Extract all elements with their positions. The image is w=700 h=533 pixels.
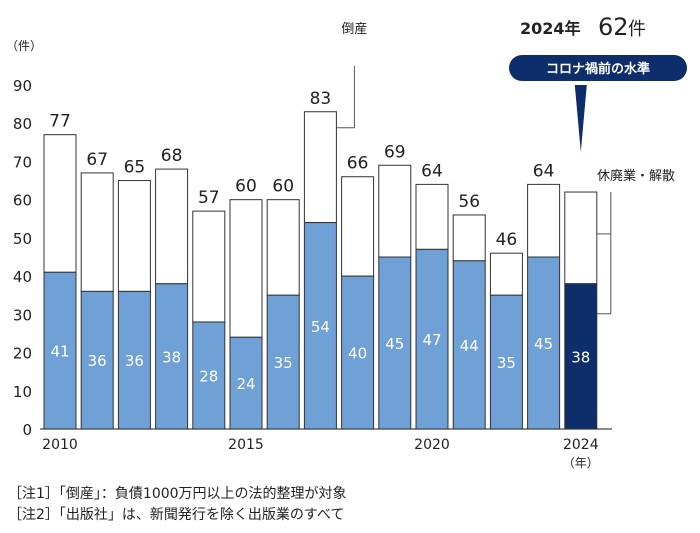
bar-closure-2022 [489,252,523,296]
bar-total-label: 66 [347,154,369,174]
bar-total-label: 64 [533,161,555,181]
badge-pointer [574,85,587,152]
bar-bankruptcy-2021 [452,260,486,430]
bar-total-label: 64 [421,161,443,181]
legend-bankruptcy-leader [336,66,355,129]
bar-closure-2017 [303,111,337,224]
bar-bankruptcy-label: 44 [460,337,479,355]
y-tick-label: 40 [13,268,32,286]
headline-year: 2024年 [520,19,581,38]
bar-closure-2013 [155,168,189,285]
x-tick-label: 2015 [228,437,264,453]
bar-bankruptcy-label: 40 [348,345,367,363]
y-tick-label: 50 [13,230,32,248]
bar-bankruptcy-label: 24 [236,375,255,393]
legend-closure-leader [596,192,612,315]
legend-bankruptcy-label: 倒産 [341,21,367,37]
bar-total-label: 60 [272,177,294,197]
bar-bankruptcy-label: 38 [162,348,181,366]
y-tick-label: 60 [13,192,32,210]
bar-bankruptcy-2013 [155,283,189,430]
bar-total-label: 57 [198,188,220,208]
bar-bankruptcy-label: 54 [311,318,330,336]
x-axis-unit: （年） [563,456,599,470]
bar-total-label: 46 [496,230,518,250]
bar-bankruptcy-2017 [303,222,337,430]
bar-bankruptcy-label: 38 [571,348,590,366]
x-tick-label: 2020 [414,437,450,453]
bar-bankruptcy-2018 [341,275,375,430]
bar-total-label: 77 [49,112,71,132]
bar-bankruptcy-label: 45 [385,335,404,353]
bar-total-label: 67 [86,150,108,170]
legend-closure-label: 休廃業・解散 [597,168,675,184]
bar-closure-2020 [415,183,449,250]
bar-closure-2018 [341,176,375,277]
bar-total-label: 65 [124,158,146,178]
bar-closure-2014 [192,210,226,323]
bar-closure-2019 [378,164,412,258]
bar-closure-2011 [80,172,114,292]
x-tick-label: 2024 [563,437,599,453]
bar-closure-2016 [266,199,300,296]
bar-bankruptcy-2011 [80,290,114,430]
y-axis-unit: （件） [6,39,42,53]
bar-bankruptcy-label: 35 [274,354,293,372]
headline-unit: 件 [628,19,646,40]
bar-bankruptcy-2019 [378,256,412,430]
y-tick-label: 20 [13,345,32,363]
bar-bankruptcy-label: 41 [50,343,69,361]
bar-bankruptcy-2016 [266,294,300,430]
y-tick-label: 70 [13,153,32,171]
y-tick-label: 30 [13,306,32,324]
note-2: ［注2］「出版社」は、新聞発行を除く出版業のすべて [8,507,345,523]
y-tick-label: 10 [13,383,32,401]
note-1: ［注1］「倒産」：負債1000万円以上の法的整理が対象 [8,486,347,502]
y-tick-label: 90 [13,77,32,95]
bar-bankruptcy-2022 [489,294,523,430]
y-tick-label: 80 [13,115,32,133]
bar-total-label: 56 [458,192,480,212]
bar-closure-2021 [452,214,486,262]
bar-bankruptcy-2015 [229,336,263,430]
bar-total-label: 68 [161,146,183,166]
bar-bankruptcy-2010 [43,271,77,430]
bar-bankruptcy-label: 36 [125,352,144,370]
badge-text: コロナ禍前の水準 [546,61,650,77]
bar-bankruptcy-label: 47 [422,331,441,349]
bar-closure-2023 [527,183,561,258]
bar-bankruptcy-label: 45 [534,335,553,353]
bar-bankruptcy-2020 [415,248,449,430]
bar-bankruptcy-label: 36 [88,352,107,370]
headline-count: 62 [598,13,629,41]
badge-background [509,55,687,81]
bar-bankruptcy-label: 28 [199,367,218,385]
bar-bankruptcy-label: 35 [497,354,516,372]
bar-total-label: 69 [384,142,406,162]
bar-bankruptcy-2023 [527,256,561,430]
bar-closure-2010 [43,134,77,273]
y-tick-label: 0 [22,421,32,439]
bar-total-label: 83 [310,89,332,109]
bar-total-label: 60 [235,177,257,197]
bar-bankruptcy-2024 [564,283,598,430]
bar-bankruptcy-2014 [192,321,226,430]
bar-bankruptcy-2012 [117,290,151,430]
bar-closure-2024 [564,191,598,285]
x-tick-label: 2010 [42,437,78,453]
bar-closure-2015 [229,199,263,338]
bar-closure-2012 [117,180,151,292]
notes: ［注1］「倒産」：負債1000万円以上の法的整理が対象 ［注2］「出版社」は、新… [8,484,347,526]
